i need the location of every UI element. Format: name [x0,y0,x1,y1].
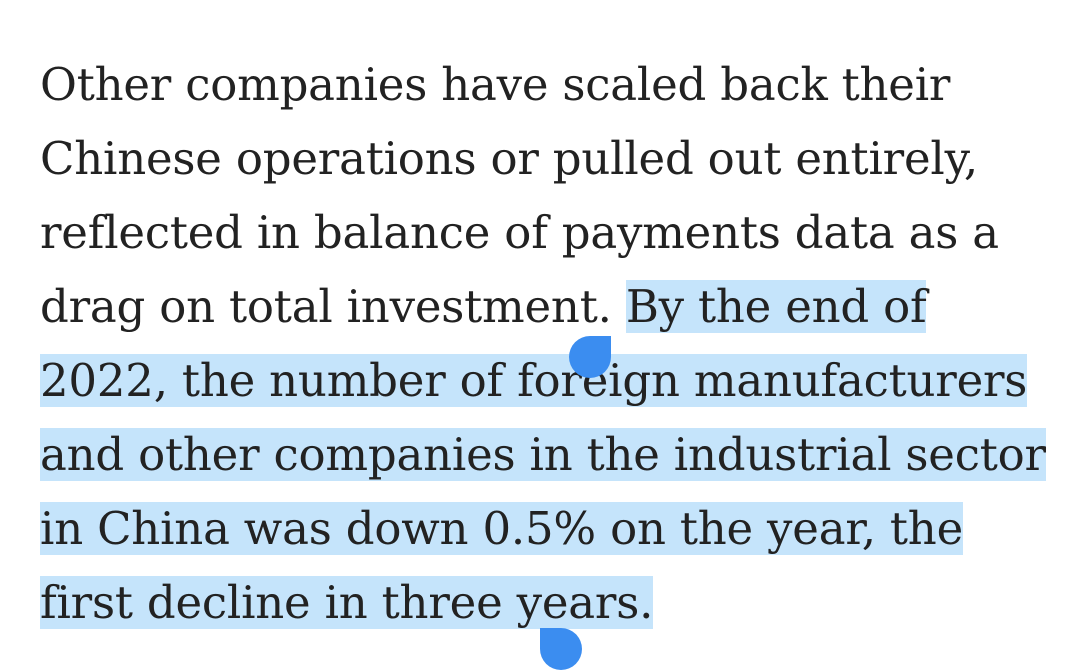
article-paragraph[interactable]: Other companies have scaled back their C… [40,48,1050,640]
paragraph-text[interactable]: Other companies have scaled back their C… [40,58,999,333]
article-body: Other companies have scaled back their C… [40,48,1050,640]
selection-start-handle[interactable] [569,336,611,378]
selection-end-handle[interactable] [540,628,582,670]
